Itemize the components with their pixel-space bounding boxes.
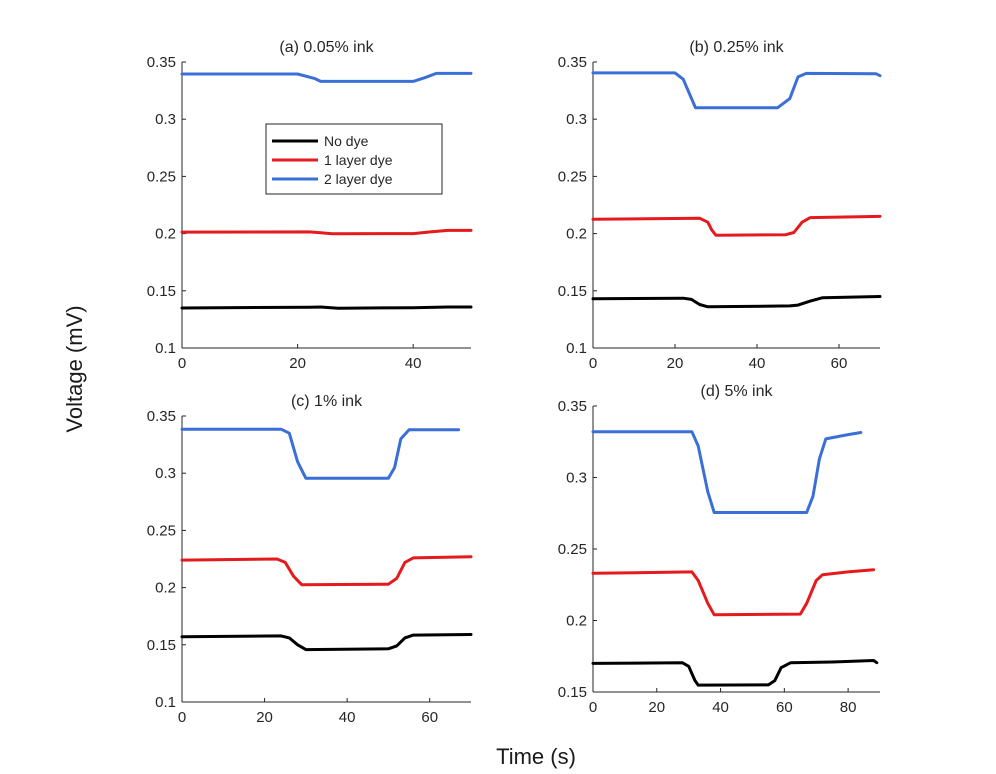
y-tick-label: 0.1	[566, 340, 587, 357]
series-line-1-layer-dye	[591, 568, 876, 617]
panel-title: (c) 1% ink	[291, 393, 363, 410]
y-tick-label: 0.35	[147, 54, 176, 71]
series-line-2-layer-dye	[591, 71, 882, 110]
series-line-no-dye	[180, 305, 473, 310]
y-tick-label: 0.3	[566, 111, 587, 128]
series-line-1-layer-dye	[591, 214, 882, 237]
series-line-2-layer-dye	[180, 427, 461, 480]
series-line-2-layer-dye	[591, 430, 863, 514]
panel-1: 0.1 0.15 0.2 0.25 0.3 0.35 0 20 40 (a) 0.05% ink N…	[147, 39, 473, 372]
x-tick-label: 20	[256, 709, 273, 726]
y-tick-label: 0.2	[155, 226, 176, 243]
legend-label: 2 layer dye	[324, 171, 393, 187]
series-line-1-layer-dye	[180, 555, 473, 587]
series-line-1-layer-dye	[180, 228, 473, 236]
panel-3: 0.1 0.15 0.2 0.25 0.3 0.35 0 20 40 60 (c) 1% ink	[147, 393, 473, 726]
x-tick-label: 40	[405, 355, 422, 372]
x-tick-label: 60	[776, 699, 793, 716]
x-tick-label: 20	[289, 355, 306, 372]
x-tick-label: 0	[178, 709, 186, 726]
x-tick-label: 40	[712, 699, 729, 716]
y-tick-label: 0.35	[558, 54, 587, 71]
x-tick-label: 0	[178, 355, 186, 372]
x-tick-label: 20	[648, 699, 665, 716]
panel-4: 0.15 0.2 0.25 0.3 0.35 0 20 40 60 80 (d) 5% ink	[558, 383, 880, 716]
x-tick-label: 40	[749, 355, 766, 372]
y-tick-label: 0.1	[155, 340, 176, 357]
y-tick-label: 0.35	[147, 408, 176, 425]
x-tick-label: 20	[667, 355, 684, 372]
panel-title: (d) 5% ink	[700, 383, 773, 400]
y-tick-label: 0.15	[147, 283, 176, 300]
y-tick-label: 0.25	[147, 522, 176, 539]
x-axis-label: Time (s)	[496, 744, 576, 769]
y-axis-label: Voltage (mV)	[62, 305, 87, 432]
x-tick-label: 0	[589, 355, 597, 372]
legend: No dye 1 layer dye 2 layer dye	[265, 123, 443, 195]
y-tick-label: 0.3	[155, 111, 176, 128]
y-tick-label: 0.3	[566, 470, 587, 487]
y-tick-label: 0.2	[566, 613, 587, 630]
y-tick-label: 0.35	[558, 398, 587, 415]
series-line-2-layer-dye	[180, 71, 473, 83]
y-tick-label: 0.2	[155, 580, 176, 597]
series-line-no-dye	[591, 295, 882, 309]
series-line-no-dye	[591, 659, 879, 687]
x-tick-label: 0	[589, 699, 597, 716]
x-tick-label: 80	[840, 699, 857, 716]
legend-label: 1 layer dye	[324, 152, 393, 168]
y-tick-label: 0.25	[558, 168, 587, 185]
y-tick-label: 0.15	[558, 283, 587, 300]
legend-label: No dye	[324, 133, 369, 149]
x-tick-label: 60	[421, 709, 438, 726]
y-tick-label: 0.25	[558, 541, 587, 558]
panel-title: (a) 0.05% ink	[279, 39, 374, 56]
y-tick-label: 0.25	[147, 168, 176, 185]
y-tick-label: 0.15	[147, 637, 176, 654]
series-line-no-dye	[180, 633, 473, 652]
x-tick-label: 40	[339, 709, 356, 726]
y-tick-label: 0.2	[566, 226, 587, 243]
y-tick-label: 0.3	[155, 465, 176, 482]
panel-2: 0.1 0.15 0.2 0.25 0.3 0.35 0 20 40 60 (b) 0.25% in…	[558, 39, 882, 372]
y-tick-label: 0.15	[558, 684, 587, 701]
panel-title: (b) 0.25% ink	[689, 39, 784, 56]
x-tick-label: 60	[831, 355, 848, 372]
y-tick-label: 0.1	[155, 694, 176, 711]
